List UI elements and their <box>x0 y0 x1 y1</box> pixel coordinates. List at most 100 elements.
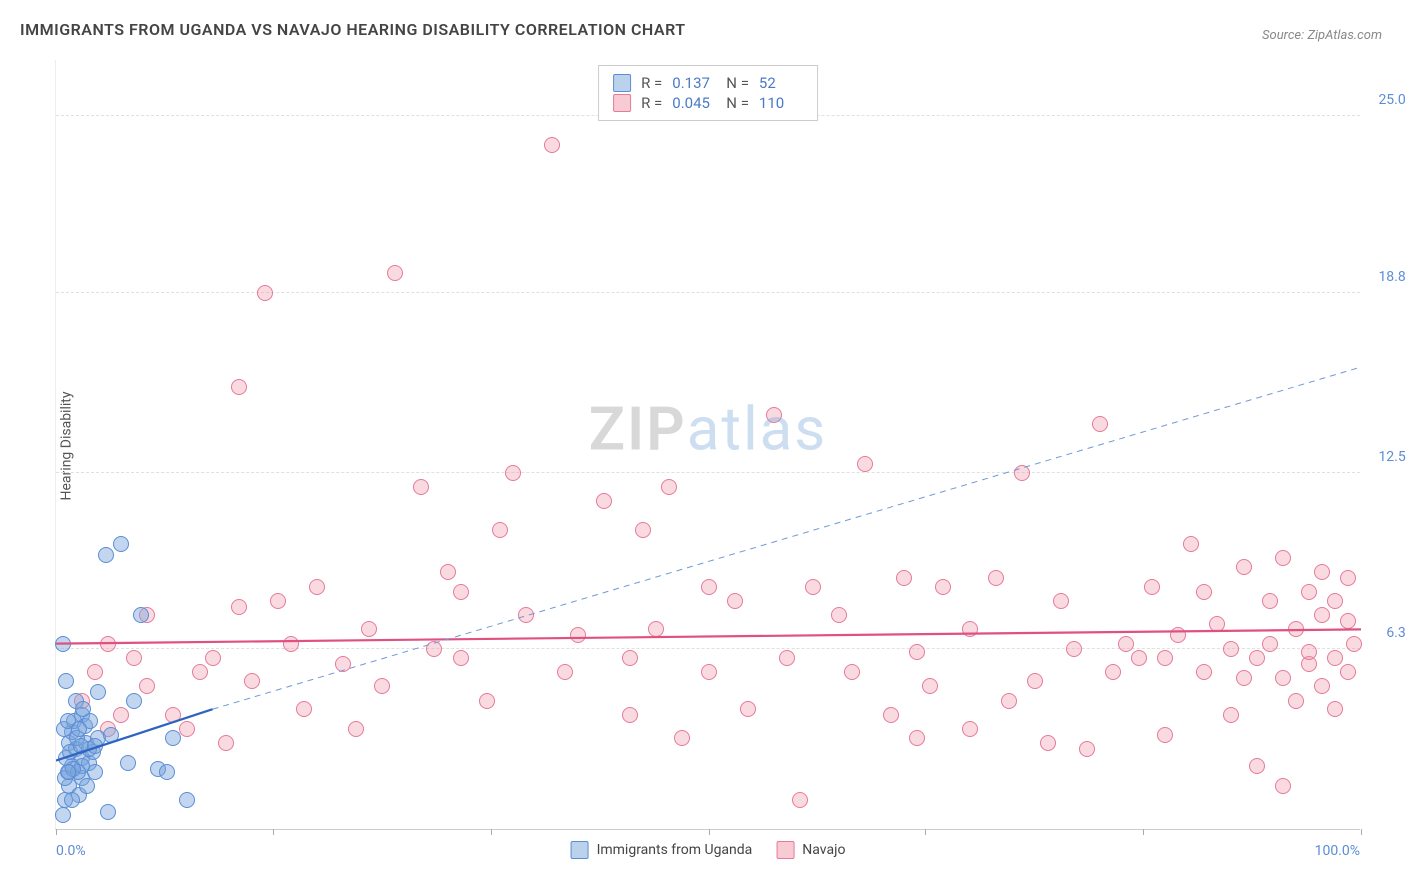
data-point <box>218 735 234 751</box>
data-point <box>1288 621 1304 637</box>
data-point <box>1340 570 1356 586</box>
data-point <box>133 607 149 623</box>
data-point <box>570 627 586 643</box>
data-point <box>857 456 873 472</box>
swatch-blue <box>613 74 631 92</box>
data-point <box>740 701 756 717</box>
data-point <box>87 664 103 680</box>
data-point <box>139 678 155 694</box>
data-point <box>87 738 103 754</box>
data-point <box>805 579 821 595</box>
correlation-stats-legend: R = 0.137 N = 52 R = 0.045 N = 110 <box>598 65 818 121</box>
data-point <box>79 778 95 794</box>
data-point <box>90 684 106 700</box>
data-point <box>844 664 860 680</box>
data-point <box>55 636 71 652</box>
data-point <box>165 707 181 723</box>
y-tick-label: 6.3% <box>1386 625 1406 641</box>
data-point <box>1144 579 1160 595</box>
legend-item-navajo: Navajo <box>776 841 845 859</box>
data-point <box>701 579 717 595</box>
data-point <box>413 479 429 495</box>
data-point <box>766 407 782 423</box>
data-point <box>1327 650 1343 666</box>
x-tick <box>56 829 57 835</box>
data-point <box>426 641 442 657</box>
data-point <box>1105 664 1121 680</box>
data-point <box>165 730 181 746</box>
data-point <box>1275 670 1291 686</box>
data-point <box>1249 650 1265 666</box>
swatch-blue <box>571 841 589 859</box>
data-point <box>1118 636 1134 652</box>
data-point <box>922 678 938 694</box>
data-point <box>113 536 129 552</box>
data-point <box>1131 650 1147 666</box>
x-tick <box>273 829 274 835</box>
data-point <box>335 656 351 672</box>
data-point <box>71 721 87 737</box>
legend-item-uganda: Immigrants from Uganda <box>571 841 753 859</box>
swatch-pink <box>776 841 794 859</box>
data-point <box>962 721 978 737</box>
data-point <box>64 792 80 808</box>
source-attribution: Source: ZipAtlas.com <box>1262 28 1382 43</box>
data-point <box>348 721 364 737</box>
data-point <box>792 792 808 808</box>
data-point <box>113 707 129 723</box>
data-point <box>1301 644 1317 660</box>
data-point <box>1262 636 1278 652</box>
data-point <box>100 804 116 820</box>
data-point <box>492 522 508 538</box>
legend-row-blue: R = 0.137 N = 52 <box>613 74 803 92</box>
data-point <box>661 479 677 495</box>
data-point <box>1249 758 1265 774</box>
data-point <box>1314 564 1330 580</box>
data-point <box>257 285 273 301</box>
data-point <box>270 593 286 609</box>
data-point <box>453 650 469 666</box>
data-point <box>159 764 175 780</box>
data-point <box>231 599 247 615</box>
y-tick-label: 12.5% <box>1378 449 1406 465</box>
data-point <box>244 673 260 689</box>
data-point <box>103 727 119 743</box>
data-point <box>622 650 638 666</box>
legend-row-pink: R = 0.045 N = 110 <box>613 94 803 112</box>
data-point <box>779 650 795 666</box>
data-point <box>1314 607 1330 623</box>
x-tick <box>1143 829 1144 835</box>
data-point <box>1340 664 1356 680</box>
data-point <box>387 265 403 281</box>
data-point <box>674 730 690 746</box>
data-point <box>988 570 1004 586</box>
data-point <box>100 636 116 652</box>
data-point <box>60 764 76 780</box>
data-point <box>1223 641 1239 657</box>
data-point <box>596 493 612 509</box>
data-point <box>1288 693 1304 709</box>
data-point <box>126 650 142 666</box>
data-point <box>98 547 114 563</box>
gridline <box>56 292 1360 293</box>
data-point <box>126 693 142 709</box>
data-point <box>1314 678 1330 694</box>
x-tick <box>491 829 492 835</box>
y-tick-label: 18.8% <box>1378 269 1406 285</box>
data-point <box>1327 701 1343 717</box>
data-point <box>205 650 221 666</box>
data-point <box>701 664 717 680</box>
data-point <box>58 673 74 689</box>
data-point <box>883 707 899 723</box>
data-point <box>1346 636 1362 652</box>
data-point <box>896 570 912 586</box>
y-tick-label: 25.0% <box>1378 92 1406 108</box>
data-point <box>1209 616 1225 632</box>
gridline <box>56 472 1360 473</box>
data-point <box>557 664 573 680</box>
data-point <box>1236 670 1252 686</box>
x-axis-max-label: 100.0% <box>1315 843 1360 859</box>
data-point <box>1053 593 1069 609</box>
data-point <box>1040 735 1056 751</box>
data-point <box>1001 693 1017 709</box>
